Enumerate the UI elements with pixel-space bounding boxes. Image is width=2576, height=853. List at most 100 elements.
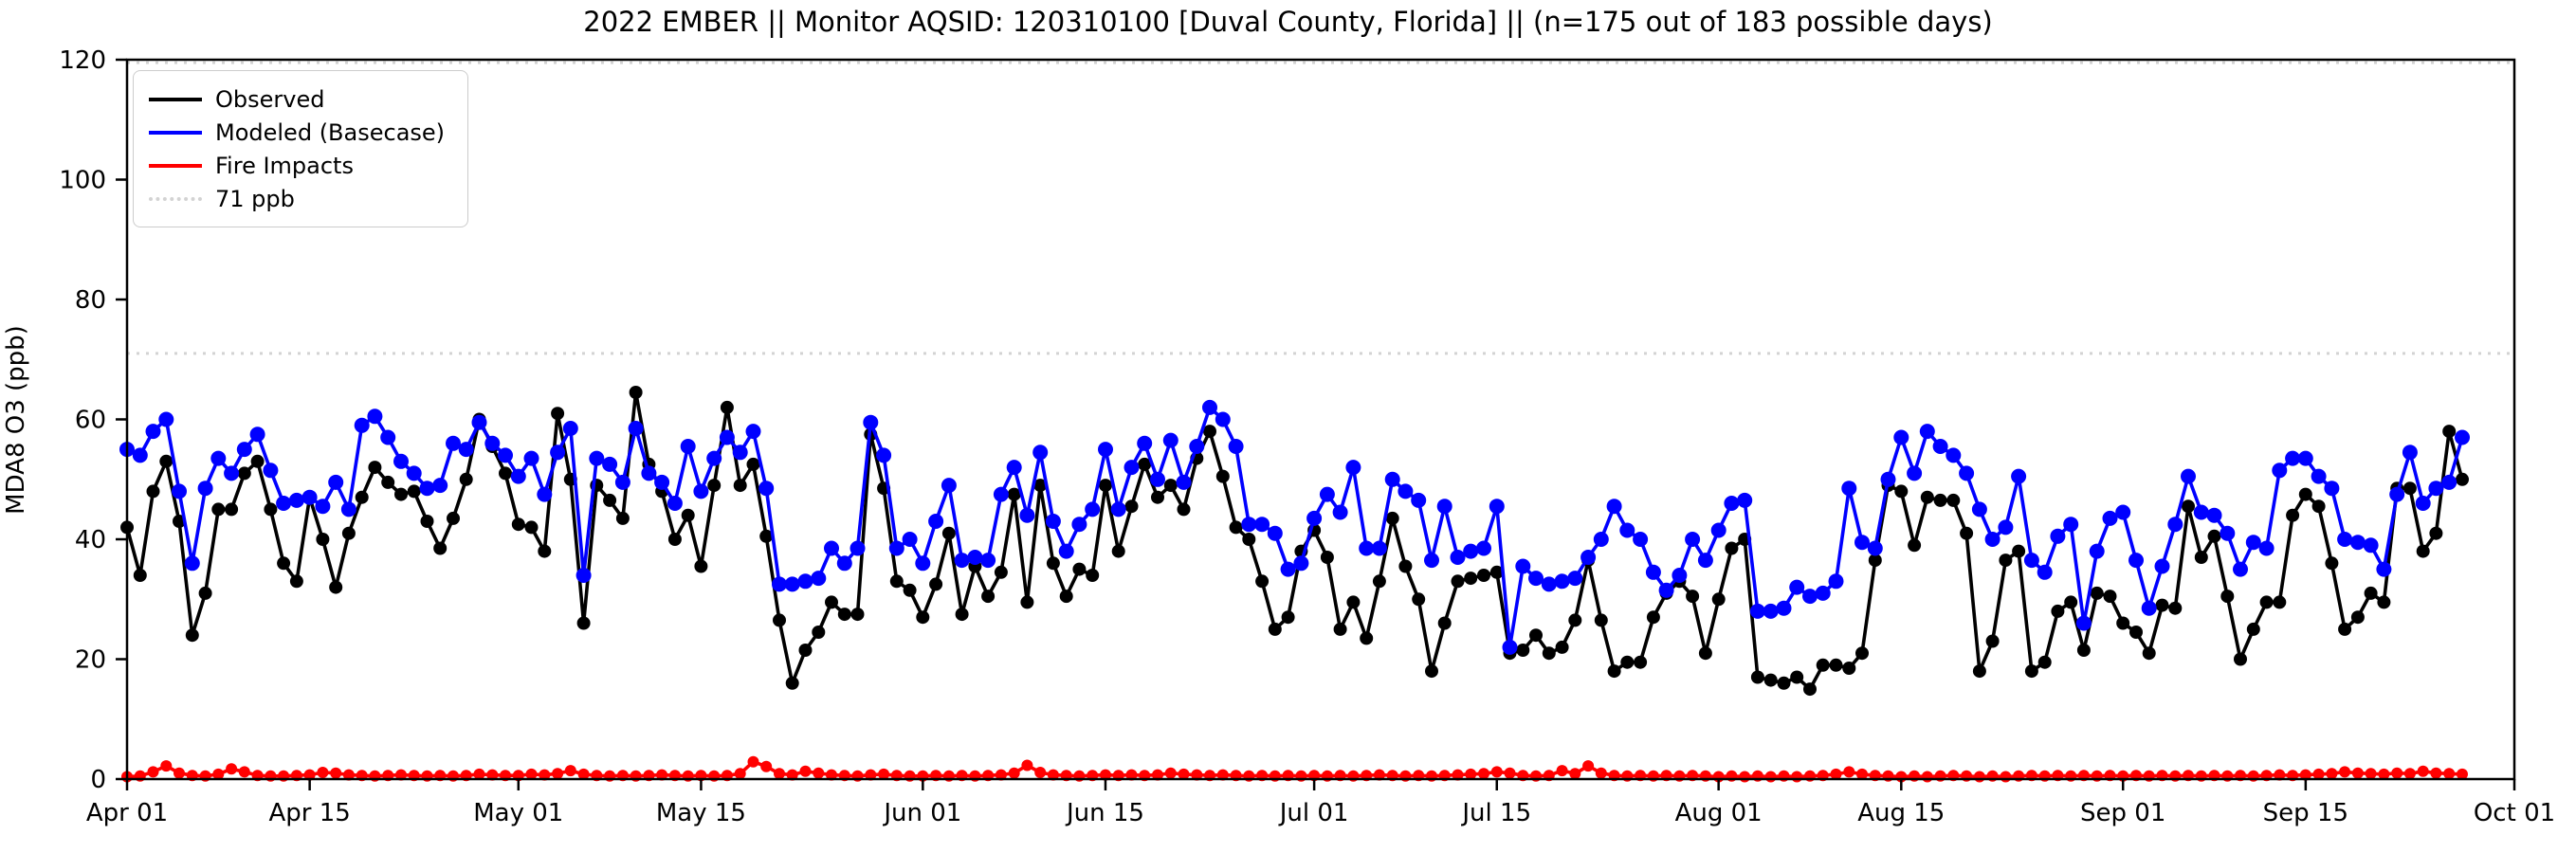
data-point: [1176, 474, 1192, 490]
data-point: [419, 481, 435, 497]
data-point: [1594, 613, 1608, 627]
data-point: [888, 540, 904, 556]
data-point: [145, 424, 161, 440]
data-point: [1855, 646, 1869, 661]
data-point: [354, 417, 370, 433]
data-point: [1072, 562, 1087, 576]
data-point: [446, 435, 461, 451]
data-point: [564, 765, 576, 777]
data-point: [732, 445, 748, 461]
data-point: [447, 511, 460, 525]
data-point: [289, 574, 303, 589]
data-point: [2051, 604, 2065, 618]
x-tick-label: Oct 01: [2474, 799, 2555, 827]
data-point: [995, 769, 1007, 781]
data-point: [2285, 450, 2301, 466]
data-point: [1568, 613, 1582, 627]
data-point: [329, 580, 343, 594]
data-point: [1058, 543, 1074, 559]
data-point: [2350, 610, 2365, 625]
data-point: [172, 483, 187, 499]
data-point: [2103, 590, 2117, 604]
data-point: [2167, 517, 2183, 533]
data-point: [1215, 469, 1230, 483]
data-point: [758, 481, 775, 497]
x-tick-label: Sep 15: [2263, 799, 2348, 827]
data-point: [2273, 595, 2287, 609]
data-point: [2155, 598, 2169, 612]
data-point: [1920, 490, 1934, 504]
data-point: [837, 608, 851, 622]
data-point: [2416, 544, 2430, 558]
data-point: [1710, 522, 1726, 538]
data-point: [1111, 544, 1125, 558]
data-point: [2259, 595, 2274, 609]
data-point: [406, 465, 422, 481]
data-point: [2312, 768, 2325, 780]
data-point: [2258, 540, 2275, 556]
data-point: [1749, 603, 1765, 619]
data-point: [1202, 399, 1217, 415]
data-point: [342, 769, 355, 781]
data-point: [1763, 673, 1778, 687]
data-point: [1815, 585, 1831, 601]
data-point: [2297, 450, 2313, 466]
data-point: [2207, 529, 2221, 543]
data-point: [967, 550, 983, 565]
data-point: [1450, 550, 1466, 565]
data-point: [2272, 463, 2288, 479]
data-point: [2338, 622, 2352, 636]
data-point: [1110, 501, 1126, 517]
data-point: [2154, 558, 2170, 574]
data-point: [1593, 532, 1609, 547]
data-point: [2363, 537, 2379, 554]
data-point: [773, 613, 786, 627]
data-point: [1634, 655, 1648, 669]
data-point: [941, 478, 957, 494]
data-point: [1490, 766, 1503, 778]
data-point: [1463, 543, 1479, 559]
x-tick-label: Jul 15: [1460, 799, 1531, 827]
data-point: [878, 768, 890, 780]
data-point: [1554, 573, 1570, 590]
data-point: [2090, 586, 2104, 600]
chart-title: 2022 EMBER || Monitor AQSID: 120310100 […: [583, 6, 1993, 38]
y-tick-label: 20: [75, 646, 106, 675]
data-point: [1100, 769, 1111, 781]
legend-label-threshold: 71 ppb: [215, 185, 295, 212]
data-point: [1971, 501, 1987, 517]
x-tick-label: Sep 01: [2080, 799, 2165, 827]
data-point: [185, 628, 199, 643]
data-point: [1333, 622, 1347, 636]
data-point: [1739, 771, 1751, 783]
data-point: [1880, 471, 1896, 487]
data-point: [484, 435, 501, 451]
data-point: [368, 461, 382, 475]
data-point: [1177, 502, 1191, 517]
data-point: [654, 474, 670, 490]
data-point: [1828, 573, 1844, 590]
data-point: [1215, 411, 1231, 427]
y-tick-label: 0: [90, 766, 106, 794]
data-point: [537, 486, 553, 502]
data-point: [836, 555, 852, 572]
data-point: [602, 456, 618, 472]
data-point: [850, 540, 866, 556]
data-point: [1542, 646, 1556, 661]
data-point: [955, 608, 969, 622]
data-point: [746, 457, 760, 471]
data-point: [499, 466, 512, 481]
data-point: [811, 571, 827, 587]
data-point: [2415, 496, 2431, 511]
data-point: [2442, 425, 2457, 439]
data-point: [1541, 576, 1557, 592]
data-point: [733, 479, 747, 493]
data-point: [2089, 543, 2105, 559]
data-point: [2102, 510, 2118, 526]
data-point: [1737, 492, 1753, 508]
data-point: [303, 769, 316, 781]
data-point: [706, 450, 722, 466]
data-point: [562, 421, 578, 436]
data-point: [2011, 468, 2027, 484]
data-point: [2441, 474, 2457, 490]
